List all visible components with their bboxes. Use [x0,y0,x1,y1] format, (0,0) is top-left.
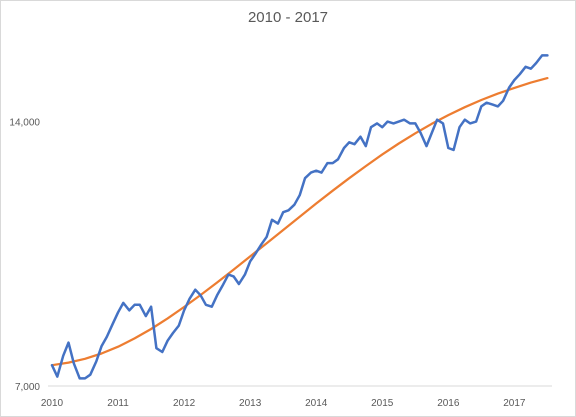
x-axis: 2010 2011 2012 2013 2014 2015 2016 2017 [41,398,526,409]
series-line-orange [50,76,549,367]
x-tick-label: 2016 [437,398,460,409]
y-tick-label: 14,000 [9,118,40,129]
x-tick-label: 2010 [41,398,64,409]
chart-title: 2010 - 2017 [247,9,329,26]
x-tick-label: 2017 [503,398,526,409]
series-layer [50,54,549,380]
x-tick-label: 2012 [173,398,196,409]
x-tick-label: 2015 [371,398,394,409]
x-tick-label: 2011 [107,398,129,409]
x-tick-label: 2013 [239,398,262,409]
y-tick-label: 7,000 [15,382,40,393]
series-line-blue [50,54,549,380]
x-tick-label: 2014 [305,398,328,409]
y-axis: 7,000 14,000 [9,118,40,393]
